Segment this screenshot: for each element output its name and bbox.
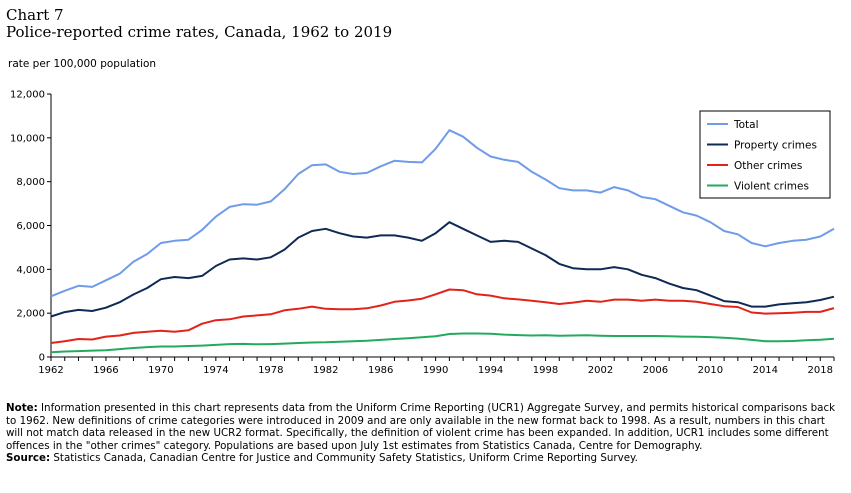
chart-number: Chart 7: [6, 6, 64, 24]
x-tick-label: 1998: [533, 365, 558, 376]
x-tick-label: 2006: [643, 365, 668, 376]
chart-notes: Note: Information presented in this char…: [6, 402, 842, 465]
x-tick-label: 2018: [808, 365, 833, 376]
x-tick-label: 2010: [698, 365, 723, 376]
series-line-property-crimes: [50, 221, 835, 318]
x-tick-label: 1970: [148, 365, 173, 376]
source-paragraph: Source: Statistics Canada, Canadian Cent…: [6, 452, 842, 465]
x-tick-label: 1978: [258, 365, 283, 376]
note-text: Information presented in this chart repr…: [6, 402, 836, 452]
y-tick-label: 8,000: [16, 177, 45, 188]
x-tick-label: 2002: [588, 365, 613, 376]
source-text: Statistics Canada, Canadian Centre for J…: [53, 452, 638, 465]
x-tick-label: 1990: [423, 365, 448, 376]
y-tick-label: 2,000: [16, 309, 45, 320]
legend-label-total: Total: [733, 119, 759, 131]
legend: Total Property crimes Other crimes Violent …: [699, 110, 831, 199]
line-chart: 0 2,000 4,000 6,000 8,000 10,000 12,000 1962 196…: [10, 90, 835, 376]
y-tick-label: 12,000: [10, 90, 45, 101]
x-tick-label: 1962: [38, 365, 63, 376]
legend-label-other-crimes: Other crimes: [734, 160, 802, 172]
x-tick-label: 1974: [203, 365, 228, 376]
x-tick-label: 1982: [313, 365, 338, 376]
note-label: Note:: [6, 402, 38, 414]
y-tick-label: 6,000: [16, 221, 45, 232]
x-tick-label: 1966: [93, 365, 118, 376]
legend-label-violent-crimes: Violent crimes: [734, 181, 809, 193]
x-tick-label: 2014: [753, 365, 778, 376]
series-lines: [50, 129, 835, 354]
series-line-other-crimes: [50, 288, 835, 344]
y-tick-label: 0: [39, 353, 45, 364]
x-tick-label: 1994: [478, 365, 503, 376]
legend-box: [699, 110, 831, 199]
legend-label-property-crimes: Property crimes: [734, 140, 817, 152]
series-line-violent-crimes: [50, 332, 835, 354]
y-axis-label: rate per 100,000 population: [8, 58, 157, 70]
axes: 0 2,000 4,000 6,000 8,000 10,000 12,000 1962 196…: [10, 90, 835, 376]
series-line-total: [50, 129, 835, 298]
y-tick-label: 10,000: [10, 133, 45, 144]
chart-title: Police-reported crime rates, Canada, 196…: [6, 23, 393, 41]
source-label: Source:: [6, 452, 51, 465]
y-tick-label: 4,000: [16, 265, 45, 276]
x-tick-label: 1986: [368, 365, 393, 376]
note-paragraph: Note: Information presented in this char…: [6, 402, 842, 452]
